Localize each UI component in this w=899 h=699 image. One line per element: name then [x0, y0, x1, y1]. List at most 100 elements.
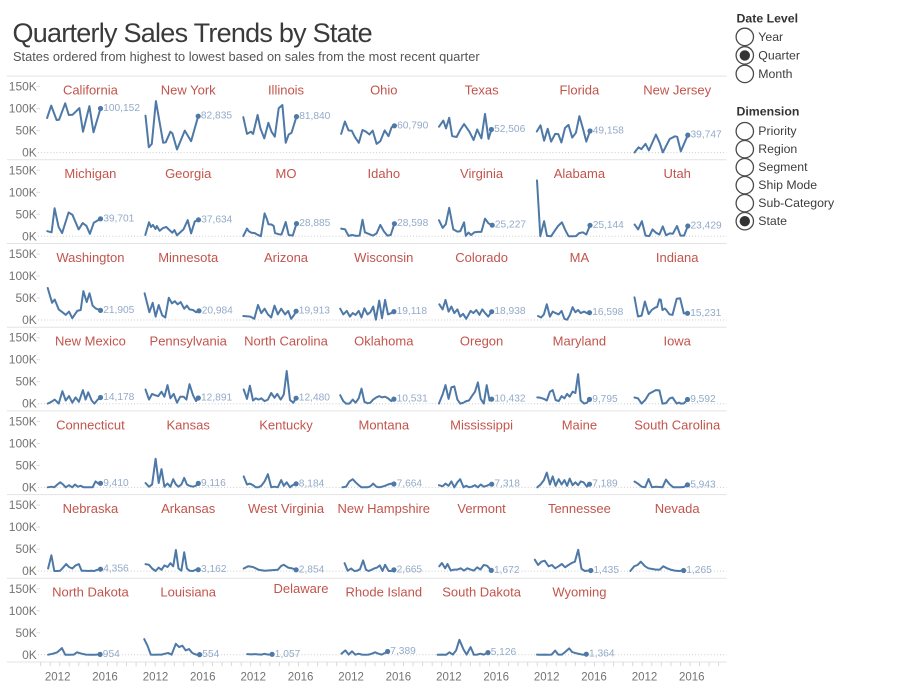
svg-text:1,057: 1,057: [275, 649, 301, 660]
svg-text:2016: 2016: [386, 672, 412, 684]
svg-text:Maryland: Maryland: [553, 334, 606, 349]
svg-text:Sub-Category: Sub-Category: [758, 196, 835, 210]
svg-text:2012: 2012: [534, 672, 560, 684]
svg-text:New Hampshire: New Hampshire: [338, 501, 430, 516]
svg-text:Quarterly Sales Trends by Stat: Quarterly Sales Trends by State: [13, 18, 372, 48]
svg-text:12,891: 12,891: [201, 393, 232, 404]
svg-text:Montana: Montana: [359, 417, 410, 432]
svg-text:North Carolina: North Carolina: [244, 334, 329, 349]
svg-text:Year: Year: [758, 30, 783, 44]
svg-text:150K: 150K: [9, 163, 37, 177]
svg-text:50K: 50K: [15, 291, 36, 305]
svg-text:Minnesota: Minnesota: [158, 250, 219, 265]
svg-text:150K: 150K: [9, 331, 37, 345]
svg-text:150K: 150K: [9, 80, 37, 94]
svg-text:Iowa: Iowa: [663, 334, 691, 349]
svg-text:Quarter: Quarter: [758, 48, 800, 62]
svg-text:1,672: 1,672: [494, 565, 520, 576]
svg-text:1,435: 1,435: [594, 565, 620, 576]
svg-text:100K: 100K: [9, 185, 37, 199]
svg-text:2016: 2016: [581, 672, 607, 684]
svg-text:16,598: 16,598: [592, 307, 623, 318]
svg-text:2012: 2012: [436, 672, 462, 684]
svg-text:9,116: 9,116: [201, 478, 226, 489]
svg-text:Colorado: Colorado: [455, 250, 508, 265]
svg-text:0K: 0K: [22, 480, 37, 494]
svg-text:Priority: Priority: [758, 124, 797, 138]
svg-text:1,265: 1,265: [686, 565, 712, 576]
svg-text:Kansas: Kansas: [167, 417, 211, 432]
svg-text:1,364: 1,364: [589, 649, 615, 660]
svg-text:Ship Mode: Ship Mode: [758, 178, 817, 192]
svg-text:3,162: 3,162: [201, 564, 227, 575]
svg-text:States ordered from highest to: States ordered from highest to lowest ba…: [13, 49, 480, 64]
svg-text:Oklahoma: Oklahoma: [354, 334, 414, 349]
svg-text:100K: 100K: [9, 436, 37, 450]
svg-text:23,429: 23,429: [691, 221, 722, 232]
svg-text:150K: 150K: [9, 582, 37, 596]
svg-text:Arkansas: Arkansas: [161, 501, 216, 516]
svg-text:25,144: 25,144: [593, 220, 624, 231]
svg-text:49,158: 49,158: [593, 126, 624, 137]
svg-text:7,318: 7,318: [494, 479, 520, 490]
svg-text:State: State: [758, 214, 787, 228]
svg-text:0K: 0K: [22, 146, 37, 160]
svg-text:10,531: 10,531: [397, 394, 428, 405]
svg-text:Tennessee: Tennessee: [548, 501, 611, 516]
svg-text:Dimension: Dimension: [737, 105, 800, 119]
svg-text:2016: 2016: [92, 672, 118, 684]
svg-text:West Virginia: West Virginia: [248, 501, 325, 516]
svg-text:100K: 100K: [9, 604, 37, 618]
svg-text:2,854: 2,854: [299, 564, 325, 575]
svg-text:Virginia: Virginia: [460, 166, 504, 181]
svg-text:100K: 100K: [9, 102, 37, 116]
svg-text:0K: 0K: [22, 564, 37, 578]
svg-text:New York: New York: [161, 83, 216, 98]
svg-text:50K: 50K: [15, 626, 36, 640]
svg-text:25,227: 25,227: [495, 220, 526, 231]
svg-text:Utah: Utah: [663, 166, 690, 181]
svg-text:21,905: 21,905: [103, 305, 134, 316]
svg-text:Rhode Island: Rhode Island: [345, 585, 422, 600]
svg-text:2016: 2016: [483, 672, 509, 684]
svg-text:South Dakota: South Dakota: [442, 585, 522, 600]
svg-text:North Dakota: North Dakota: [52, 585, 129, 600]
svg-text:New Mexico: New Mexico: [55, 334, 126, 349]
svg-text:2012: 2012: [338, 672, 364, 684]
svg-text:Connecticut: Connecticut: [56, 417, 125, 432]
svg-text:954: 954: [103, 649, 120, 660]
svg-text:8,184: 8,184: [299, 478, 325, 489]
svg-text:100K: 100K: [9, 269, 37, 283]
svg-text:28,885: 28,885: [299, 218, 330, 229]
svg-text:554: 554: [202, 649, 219, 660]
svg-text:100K: 100K: [9, 353, 37, 367]
svg-text:MO: MO: [276, 166, 297, 181]
svg-text:100,152: 100,152: [103, 103, 140, 114]
svg-text:81,840: 81,840: [299, 111, 330, 122]
svg-text:12,480: 12,480: [299, 393, 330, 404]
svg-text:Pennsylvania: Pennsylvania: [150, 334, 228, 349]
svg-text:82,835: 82,835: [201, 111, 232, 122]
svg-text:Vermont: Vermont: [457, 501, 506, 516]
svg-text:39,747: 39,747: [691, 130, 722, 141]
svg-text:Maine: Maine: [562, 417, 597, 432]
svg-text:0K: 0K: [22, 397, 37, 411]
svg-text:2012: 2012: [241, 672, 267, 684]
svg-text:Texas: Texas: [465, 83, 499, 98]
svg-text:Nevada: Nevada: [655, 501, 701, 516]
svg-text:0K: 0K: [22, 313, 37, 327]
svg-text:39,701: 39,701: [103, 213, 134, 224]
svg-text:Indiana: Indiana: [656, 250, 699, 265]
svg-text:0K: 0K: [22, 648, 37, 662]
svg-text:9,410: 9,410: [103, 478, 129, 489]
svg-text:Alabama: Alabama: [554, 166, 606, 181]
svg-text:7,389: 7,389: [390, 646, 416, 657]
svg-text:2,665: 2,665: [397, 564, 423, 575]
svg-text:Arizona: Arizona: [264, 250, 309, 265]
svg-text:Illinois: Illinois: [268, 83, 305, 98]
svg-text:19,118: 19,118: [397, 306, 428, 317]
svg-text:60,790: 60,790: [397, 120, 428, 131]
svg-text:52,506: 52,506: [494, 124, 525, 135]
svg-text:Idaho: Idaho: [368, 166, 401, 181]
svg-text:18,938: 18,938: [494, 306, 525, 317]
